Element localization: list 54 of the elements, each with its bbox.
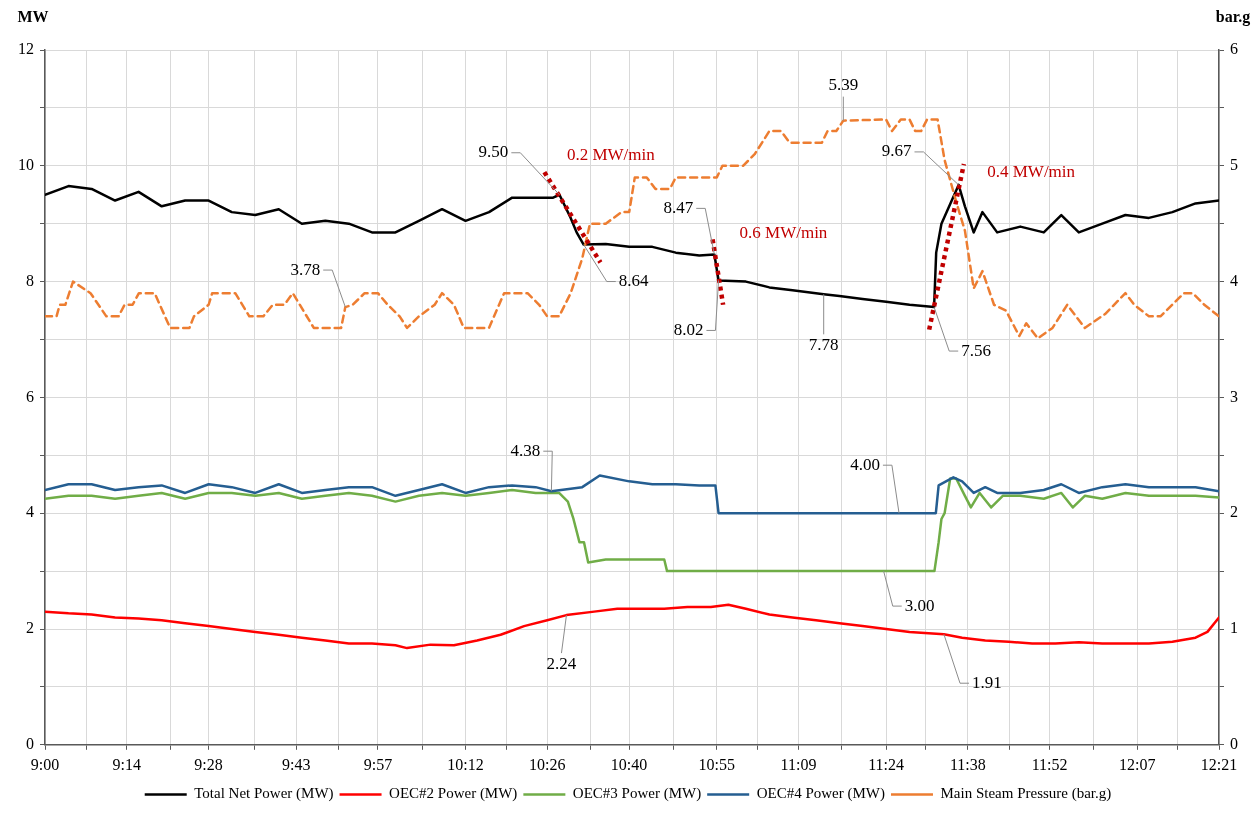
annotation: 0.6 MW/min — [739, 222, 828, 242]
x-tick-label: 11:38 — [949, 755, 986, 773]
legend-label: OEC#2 Power (MW) — [389, 785, 518, 803]
legend-label: Main Steam Pressure (bar.g) — [940, 785, 1112, 803]
annotation: 7.78 — [808, 334, 839, 354]
x-tick-label: 10:55 — [698, 755, 735, 773]
x-tick-label: 12:21 — [1200, 755, 1238, 773]
x-tick-label: 9:57 — [363, 755, 393, 773]
annotation: 1.91 — [972, 672, 1002, 692]
y-tick-label: 8 — [26, 271, 34, 289]
y-tick-label: 0 — [26, 735, 34, 752]
y2-tick-label: 6 — [1230, 40, 1238, 58]
annotation: 4.00 — [850, 454, 880, 474]
x-tick-label: 11:09 — [780, 755, 817, 773]
annotation: 9.67 — [881, 141, 912, 161]
annotation: 8.02 — [673, 319, 704, 339]
annotation: 3.00 — [904, 595, 935, 615]
y2-tick-label: 3 — [1230, 387, 1238, 405]
y-axis-title: MW — [17, 8, 49, 26]
annotation: 0.2 MW/min — [566, 145, 656, 165]
annotation: 5.39 — [828, 75, 859, 95]
annotation: 0.4 MW/min — [987, 162, 1076, 182]
legend-label: OEC#4 Power (MW) — [756, 785, 885, 803]
line-series — [45, 118, 1219, 340]
legend-label: OEC#3 Power (MW) — [572, 785, 702, 803]
x-tick-label: 10:26 — [529, 755, 566, 773]
y-tick-label: 6 — [26, 387, 34, 405]
y-tick-label: 4 — [26, 503, 34, 521]
x-tick-label: 9:14 — [112, 755, 141, 773]
y2-tick-label: 4 — [1230, 271, 1238, 289]
annotation: 8.64 — [618, 271, 650, 291]
y2-axis-title: bar.g — [1215, 8, 1251, 27]
annotation: 7.56 — [961, 340, 991, 360]
annotation: 9.50 — [478, 142, 509, 162]
annotation: 3.78 — [290, 259, 321, 279]
annotation: 2.24 — [546, 653, 577, 673]
x-tick-label: 9:28 — [194, 755, 223, 773]
y-tick-label: 12 — [18, 40, 34, 58]
x-tick-label: 11:24 — [868, 755, 904, 773]
annotation: 8.47 — [663, 197, 694, 217]
x-tick-label: 10:12 — [447, 755, 484, 773]
x-tick-label: 10:40 — [610, 755, 648, 773]
legend-label: Total Net Power (MW) — [194, 785, 334, 803]
annotation: 4.38 — [510, 440, 541, 460]
y2-tick-label: 2 — [1230, 503, 1238, 521]
y-tick-label: 2 — [26, 619, 34, 637]
x-tick-label: 12:07 — [1119, 755, 1156, 773]
y2-tick-label: 1 — [1230, 619, 1238, 637]
y-tick-label: 10 — [18, 156, 34, 173]
x-tick-label: 9:00 — [30, 755, 60, 773]
x-tick-label: 11:52 — [1031, 755, 1068, 773]
y2-tick-label: 5 — [1230, 156, 1238, 173]
x-tick-label: 9:43 — [281, 755, 311, 773]
y2-tick-label: 0 — [1230, 735, 1238, 752]
